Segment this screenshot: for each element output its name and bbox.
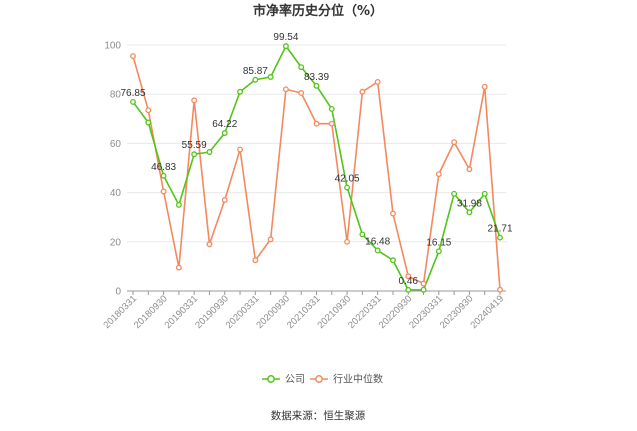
data-label-4: 55.59: [182, 140, 207, 151]
series-1-point-14: [344, 238, 351, 245]
series-1-point-13: [328, 120, 335, 127]
series-0-point-16: [374, 247, 381, 254]
series-1-point-1: [145, 107, 152, 114]
series-0-point-22: [466, 209, 473, 216]
legend-company-marker: [267, 375, 275, 383]
series-0-point-19: [420, 286, 427, 293]
data-label-12: 83.39: [304, 72, 329, 83]
series-1-point-19: [420, 280, 427, 287]
data-label-14: 42.05: [335, 174, 360, 185]
y-tick-label-40: 40: [110, 188, 122, 199]
data-label-6: 64.22: [212, 119, 237, 130]
legend-industry-label: 行业中位数: [333, 373, 383, 386]
data-label-10: 99.54: [273, 32, 298, 43]
series-0-point-6: [221, 130, 228, 136]
series-0-point-10: [282, 43, 289, 50]
x-axis-ticks: 2018033120180930201903312019093020200331…: [101, 293, 506, 331]
series-1-point-20: [435, 171, 442, 178]
series-1-point-10: [282, 86, 289, 93]
series-0-point-0: [130, 98, 136, 105]
series-0-point-24: [497, 234, 503, 241]
series-1-point-9: [267, 236, 274, 243]
data-label-24: 21.71: [487, 224, 512, 235]
series-0-point-11: [298, 64, 305, 71]
legend-item-company[interactable]: 公司: [262, 375, 305, 386]
legend-item-industry-median[interactable]: 行业中位数: [310, 373, 383, 386]
series-0-point-23: [481, 190, 488, 197]
chart-title: 市净率历史分位（%）: [253, 3, 383, 19]
data-label-8: 85.87: [243, 66, 268, 77]
series-0-point-9: [267, 74, 274, 80]
series-0-point-15: [359, 231, 366, 238]
source-text: 数据来源：恒生聚源: [271, 409, 366, 422]
series-1-point-23: [481, 83, 488, 90]
series-1-point-16: [374, 78, 381, 85]
series-0-point-18: [405, 286, 412, 293]
series-1-point-24: [497, 286, 503, 293]
y-tick-label-80: 80: [110, 90, 122, 101]
series-1-point-2: [160, 188, 167, 195]
series-1-point-0: [130, 53, 136, 60]
y-axis-ticks: 0 20 40 60 80 100: [104, 41, 121, 298]
legend-company-label: 公司: [285, 375, 305, 386]
legend: 公司 行业中位数: [262, 373, 383, 386]
data-label-18: 0.46: [399, 276, 419, 287]
data-label-16: 16.48: [365, 236, 390, 247]
data-labels: 76.85 46.83 55.59 64.22 85.87 99.54 83.39 42.05…: [120, 32, 512, 287]
series-0-point-5: [206, 149, 213, 155]
series-0-point-13: [328, 106, 335, 112]
series-0-point-8: [252, 76, 259, 83]
series-points: [130, 43, 503, 293]
series-0-point-14: [344, 184, 351, 191]
data-label-20: 16.15: [426, 237, 451, 248]
series-1-point-6: [221, 197, 228, 203]
series-1-point-8: [252, 257, 259, 264]
series-0-point-7: [237, 88, 243, 95]
series-0-point-3: [175, 201, 182, 208]
series-0-point-2: [160, 172, 167, 179]
series-1-point-5: [206, 241, 213, 248]
data-label-2: 46.83: [151, 162, 176, 173]
y-tick-label-20: 20: [110, 237, 122, 248]
series-0-point-1: [145, 119, 152, 126]
y-tick-label-100: 100: [104, 41, 121, 52]
y-tick-label-60: 60: [110, 139, 122, 150]
series-1-point-7: [237, 146, 243, 153]
data-label-22: 31.98: [457, 198, 482, 209]
y-tick-label-0: 0: [115, 287, 121, 298]
series-1-point-18: [405, 273, 412, 280]
series-0-point-12: [313, 82, 320, 89]
series-1-point-11: [298, 90, 305, 96]
axes: [127, 290, 506, 295]
series-0-point-20: [435, 248, 442, 255]
data-label-0: 76.85: [120, 88, 145, 99]
series-1-point-22: [466, 166, 473, 173]
series-1-point-3: [175, 264, 182, 271]
series-0-point-17: [390, 257, 396, 264]
legend-industry-marker: [315, 375, 323, 383]
series-1-point-4: [191, 97, 198, 104]
series-1-point-12: [313, 120, 320, 127]
series-0-point-4: [191, 151, 198, 158]
series-1-point-17: [390, 210, 396, 217]
series-1-point-15: [359, 88, 366, 95]
x-tick-label-20240419: 20240419: [468, 293, 506, 331]
series-1-point-21: [451, 139, 458, 146]
series-0-point-21: [451, 190, 458, 197]
